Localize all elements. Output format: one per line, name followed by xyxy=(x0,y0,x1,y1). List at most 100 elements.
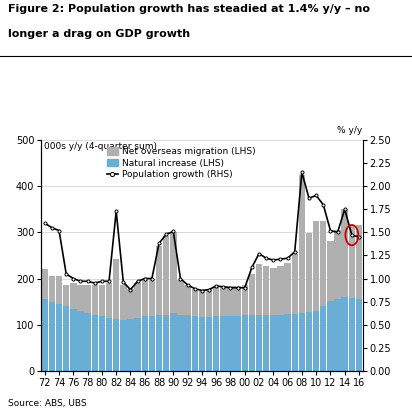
Text: Figure 2: Population growth has steadied at 1.4% y/y – no: Figure 2: Population growth has steadied… xyxy=(8,4,370,14)
Population growth (RHS) xyxy=(121,280,126,285)
Bar xyxy=(149,316,155,371)
Bar xyxy=(170,313,176,371)
Bar xyxy=(277,314,283,371)
Population growth (RHS) xyxy=(192,286,197,291)
Bar xyxy=(356,225,362,299)
Population growth (RHS) xyxy=(164,232,169,236)
Bar xyxy=(70,309,77,371)
Population growth (RHS) xyxy=(278,257,283,262)
Bar xyxy=(342,297,348,371)
Bar xyxy=(313,311,319,371)
Bar xyxy=(220,286,227,316)
Population growth (RHS) xyxy=(85,279,90,284)
Bar xyxy=(327,301,334,371)
Bar xyxy=(42,269,48,299)
Bar xyxy=(149,279,155,316)
Population growth (RHS) xyxy=(264,256,269,261)
Bar xyxy=(84,286,91,313)
Bar xyxy=(356,299,362,371)
Bar xyxy=(77,311,84,371)
Bar xyxy=(263,266,269,314)
Bar xyxy=(320,221,326,306)
Population growth (RHS) xyxy=(242,285,247,290)
Bar xyxy=(349,298,355,371)
Bar xyxy=(156,246,162,316)
Bar xyxy=(113,319,119,371)
Population growth (RHS) xyxy=(228,285,233,290)
Population growth (RHS) xyxy=(249,265,254,270)
Population growth (RHS) xyxy=(335,230,340,235)
Population growth (RHS) xyxy=(307,196,311,201)
Bar xyxy=(127,319,133,371)
Bar xyxy=(185,316,191,371)
Bar xyxy=(292,254,298,314)
Population growth (RHS) xyxy=(150,276,154,281)
Bar xyxy=(84,313,91,371)
Bar xyxy=(99,285,105,316)
Bar xyxy=(185,286,191,316)
Bar xyxy=(63,286,69,306)
Bar xyxy=(213,316,219,371)
Population growth (RHS) xyxy=(342,207,347,212)
Bar xyxy=(199,291,205,317)
Population growth (RHS) xyxy=(349,233,354,238)
Bar xyxy=(299,313,305,371)
Population growth (RHS) xyxy=(300,170,304,175)
Bar xyxy=(49,302,55,371)
Bar xyxy=(284,314,291,371)
Population growth (RHS) xyxy=(157,241,162,246)
Bar xyxy=(270,268,276,314)
Population growth (RHS) xyxy=(92,281,97,286)
Population growth (RHS) xyxy=(271,258,276,262)
Bar xyxy=(299,175,305,313)
Bar xyxy=(42,299,48,371)
Population growth (RHS) xyxy=(128,287,133,292)
Population growth (RHS) xyxy=(221,284,226,289)
Bar xyxy=(120,286,126,320)
Bar xyxy=(227,316,234,371)
Bar xyxy=(213,286,219,316)
Population growth (RHS) xyxy=(356,234,361,239)
Bar xyxy=(142,279,148,316)
Population growth (RHS) xyxy=(285,256,290,261)
Population growth (RHS) xyxy=(49,225,54,230)
Bar xyxy=(127,289,133,319)
Bar xyxy=(199,317,205,371)
Population growth (RHS) xyxy=(314,193,318,198)
Bar xyxy=(49,276,55,302)
Bar xyxy=(306,312,312,371)
Population growth (RHS) xyxy=(321,202,326,207)
Bar xyxy=(106,318,112,371)
Bar xyxy=(56,276,62,304)
Line: Population growth (RHS): Population growth (RHS) xyxy=(43,171,360,292)
Population growth (RHS) xyxy=(257,251,262,256)
Population growth (RHS) xyxy=(135,279,140,284)
Bar xyxy=(63,306,69,371)
Population growth (RHS) xyxy=(114,208,119,213)
Text: longer a drag on GDP growth: longer a drag on GDP growth xyxy=(8,29,190,39)
Bar xyxy=(134,283,141,318)
Bar xyxy=(106,283,112,318)
Bar xyxy=(120,320,126,371)
Bar xyxy=(192,289,198,316)
Bar xyxy=(256,314,262,371)
Population growth (RHS) xyxy=(71,276,76,281)
Bar xyxy=(327,241,334,301)
Bar xyxy=(206,317,212,371)
Bar xyxy=(320,306,326,371)
Bar xyxy=(263,314,269,371)
Bar xyxy=(156,316,162,371)
Bar xyxy=(249,274,255,316)
Bar xyxy=(234,316,241,371)
Bar xyxy=(134,318,141,371)
Bar xyxy=(70,283,77,309)
Text: 000s y/y (4-quarter sum): 000s y/y (4-quarter sum) xyxy=(44,143,157,151)
Bar xyxy=(227,286,234,316)
Text: % y/y: % y/y xyxy=(337,126,363,136)
Bar xyxy=(249,316,255,371)
Bar xyxy=(77,286,84,311)
Legend: Net overseas migration (LHS), Natural increase (LHS), Population growth (RHS): Net overseas migration (LHS), Natural in… xyxy=(107,147,256,179)
Bar xyxy=(342,209,348,297)
Population growth (RHS) xyxy=(214,283,219,288)
Bar xyxy=(270,314,276,371)
